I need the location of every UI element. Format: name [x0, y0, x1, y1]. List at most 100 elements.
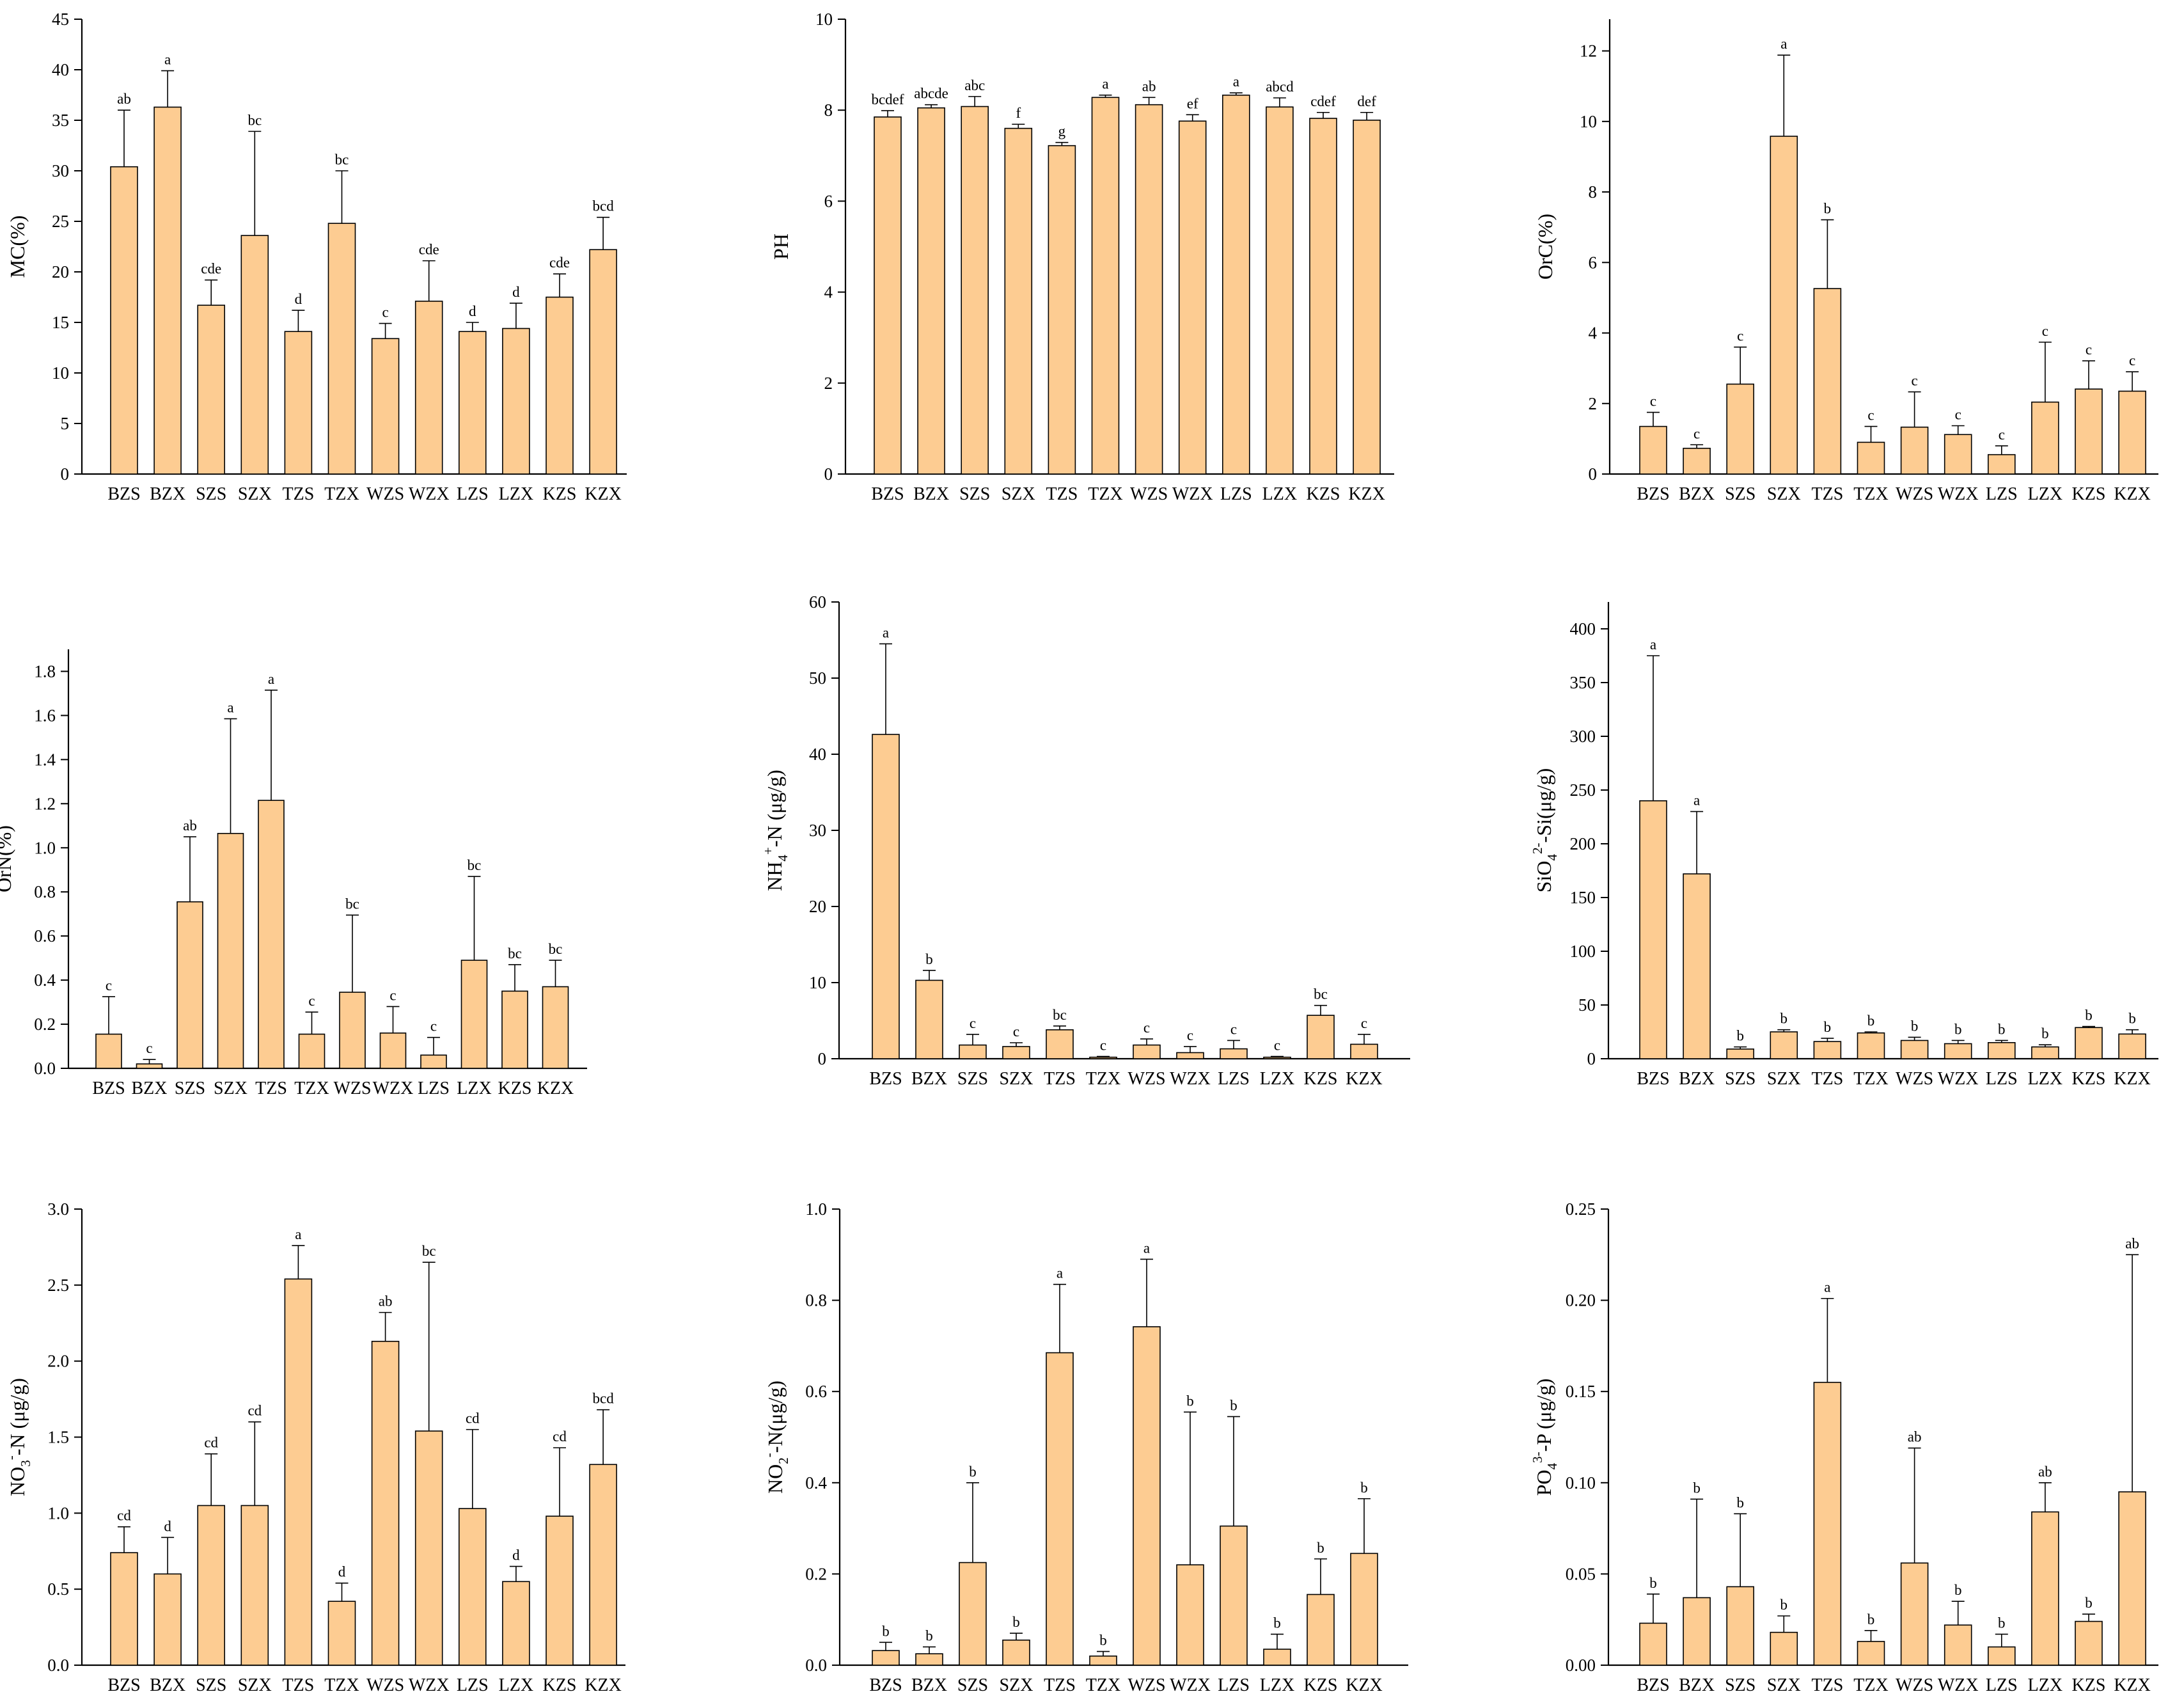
significance-letter: cd [204, 1435, 218, 1451]
significance-letter: b [1317, 1540, 1324, 1556]
significance-letter: b [1780, 1011, 1788, 1027]
bar-bzs [872, 734, 900, 1059]
y-tick-label: 0.00 [1566, 1656, 1596, 1675]
significance-letter: abcde [914, 86, 948, 102]
bar-lzs [1222, 94, 1250, 475]
y-tick-label: 0.20 [1566, 1291, 1596, 1310]
x-tick-label: BZX [150, 1675, 185, 1695]
y-tick-label: 50 [1578, 995, 1596, 1015]
chart-panel-5: 0 10 20 30 40 50 60 NH4+-N (μg/g) a BZS b BZX c SZS c S… [760, 592, 1410, 1089]
bar-kzx [589, 249, 617, 475]
y-tick-label: 12 [1580, 42, 1597, 61]
bar-szs [197, 305, 226, 475]
y-tick-label: 4 [824, 283, 833, 302]
bar-bzx [1683, 1597, 1711, 1666]
y-tick-label: 2 [824, 374, 833, 393]
y-tick-label: 15 [52, 313, 69, 332]
bar-tzs [1048, 145, 1076, 475]
significance-letter: bc [335, 152, 349, 168]
bar-bzx [1683, 873, 1711, 1059]
bar-lzx [502, 328, 530, 475]
bar-tzx [1857, 1032, 1885, 1059]
x-tick-label: SZS [196, 484, 226, 504]
x-tick-label: KZS [2072, 1675, 2106, 1695]
bar-szs [959, 1562, 987, 1666]
bar-lzs [420, 1054, 447, 1069]
significance-letter: b [1693, 1480, 1701, 1496]
bar-wzx [1944, 1624, 1972, 1666]
chart-panel-8: 0.0 0.2 0.4 0.6 0.8 1.0 NO2--N(μg/g) b BZS b BZX b S… [761, 1199, 1408, 1695]
significance-letter: bc [1314, 986, 1328, 1002]
y-tick-label: 4 [1589, 324, 1598, 343]
y-tick-label: 10 [809, 973, 826, 992]
x-tick-label: SZX [238, 1675, 272, 1695]
y-tick-label: 1.0 [47, 1503, 69, 1523]
y-tick-label: 0.6 [805, 1382, 827, 1401]
x-tick-label: LZX [1260, 1069, 1294, 1089]
y-tick-label: 250 [1570, 780, 1596, 800]
x-tick-label: WZX [409, 1675, 450, 1695]
x-tick-label: WZS [1127, 1069, 1165, 1089]
significance-letter: cd [466, 1411, 480, 1427]
bar-wzs [1135, 104, 1163, 475]
bar-szx [1770, 136, 1798, 475]
significance-letter: c [430, 1018, 437, 1034]
bar-szs [1726, 1586, 1754, 1666]
significance-letter: c [2086, 342, 2092, 358]
y-tick-label: 200 [1570, 834, 1596, 853]
x-tick-label: BZS [871, 484, 904, 504]
y-tick-label: 10 [1580, 112, 1597, 131]
y-tick-label: 0 [818, 1049, 827, 1068]
y-axis-label: NO3--N (μg/g) [3, 1378, 33, 1496]
y-tick-label: 0.05 [1566, 1564, 1596, 1583]
x-tick-label: KZS [1304, 1069, 1338, 1089]
bar-kzx [2118, 390, 2146, 475]
x-tick-label: BZS [869, 1069, 902, 1089]
x-tick-label: SZS [1725, 1675, 1756, 1695]
significance-letter: cd [247, 1403, 262, 1419]
bar-tzs [284, 331, 313, 475]
x-tick-label: TZX [1853, 1675, 1888, 1695]
x-tick-label: LZS [1220, 484, 1252, 504]
bar-wzs [1133, 1044, 1161, 1059]
bar-tzx [327, 223, 356, 475]
significance-letter: b [1911, 1018, 1919, 1034]
x-tick-label: KZS [2072, 1069, 2106, 1089]
bar-bzx [915, 979, 943, 1059]
chart-panel-1: 0 5 10 15 20 25 30 35 40 45 MC(%) ab BZS a BZX cde SZS bc… [6, 10, 627, 504]
bar-wzs [371, 1340, 400, 1666]
bar-lzx [2031, 1511, 2059, 1666]
y-tick-label: 1.8 [34, 661, 56, 681]
bar-tzx [298, 1033, 326, 1069]
x-tick-label: LZS [457, 484, 489, 504]
x-tick-label: SZS [959, 484, 990, 504]
bar-lzx [1263, 1649, 1291, 1666]
x-tick-label: LZX [499, 484, 533, 504]
bar-bzs [1639, 425, 1667, 475]
y-tick-label: 300 [1570, 727, 1596, 746]
significance-letter: c [389, 987, 396, 1003]
significance-letter: c [1187, 1027, 1193, 1043]
significance-letter: b [1649, 1575, 1657, 1591]
bar-wzx [379, 1032, 407, 1069]
y-tick-label: 30 [52, 161, 69, 180]
significance-letter: abc [964, 77, 985, 93]
x-tick-label: TZX [294, 1079, 329, 1098]
significance-letter: c [1361, 1015, 1367, 1031]
x-tick-label: TZS [1044, 1675, 1076, 1695]
y-tick-label: 40 [52, 60, 69, 79]
x-tick-label: LZX [2028, 484, 2062, 504]
significance-letter: a [1102, 76, 1108, 92]
bar-kzx [1353, 120, 1381, 475]
significance-letter: a [227, 700, 233, 716]
significance-letter: b [1998, 1021, 2006, 1037]
significance-letter: c [382, 305, 388, 320]
bar-kzs [2075, 1027, 2103, 1059]
x-tick-label: LZS [1218, 1069, 1250, 1089]
bar-szs [1726, 383, 1754, 475]
significance-letter: def [1357, 93, 1376, 109]
bar-kzs [546, 1515, 574, 1666]
x-tick-label: KZX [585, 484, 622, 504]
bar-tzx [327, 1601, 356, 1666]
